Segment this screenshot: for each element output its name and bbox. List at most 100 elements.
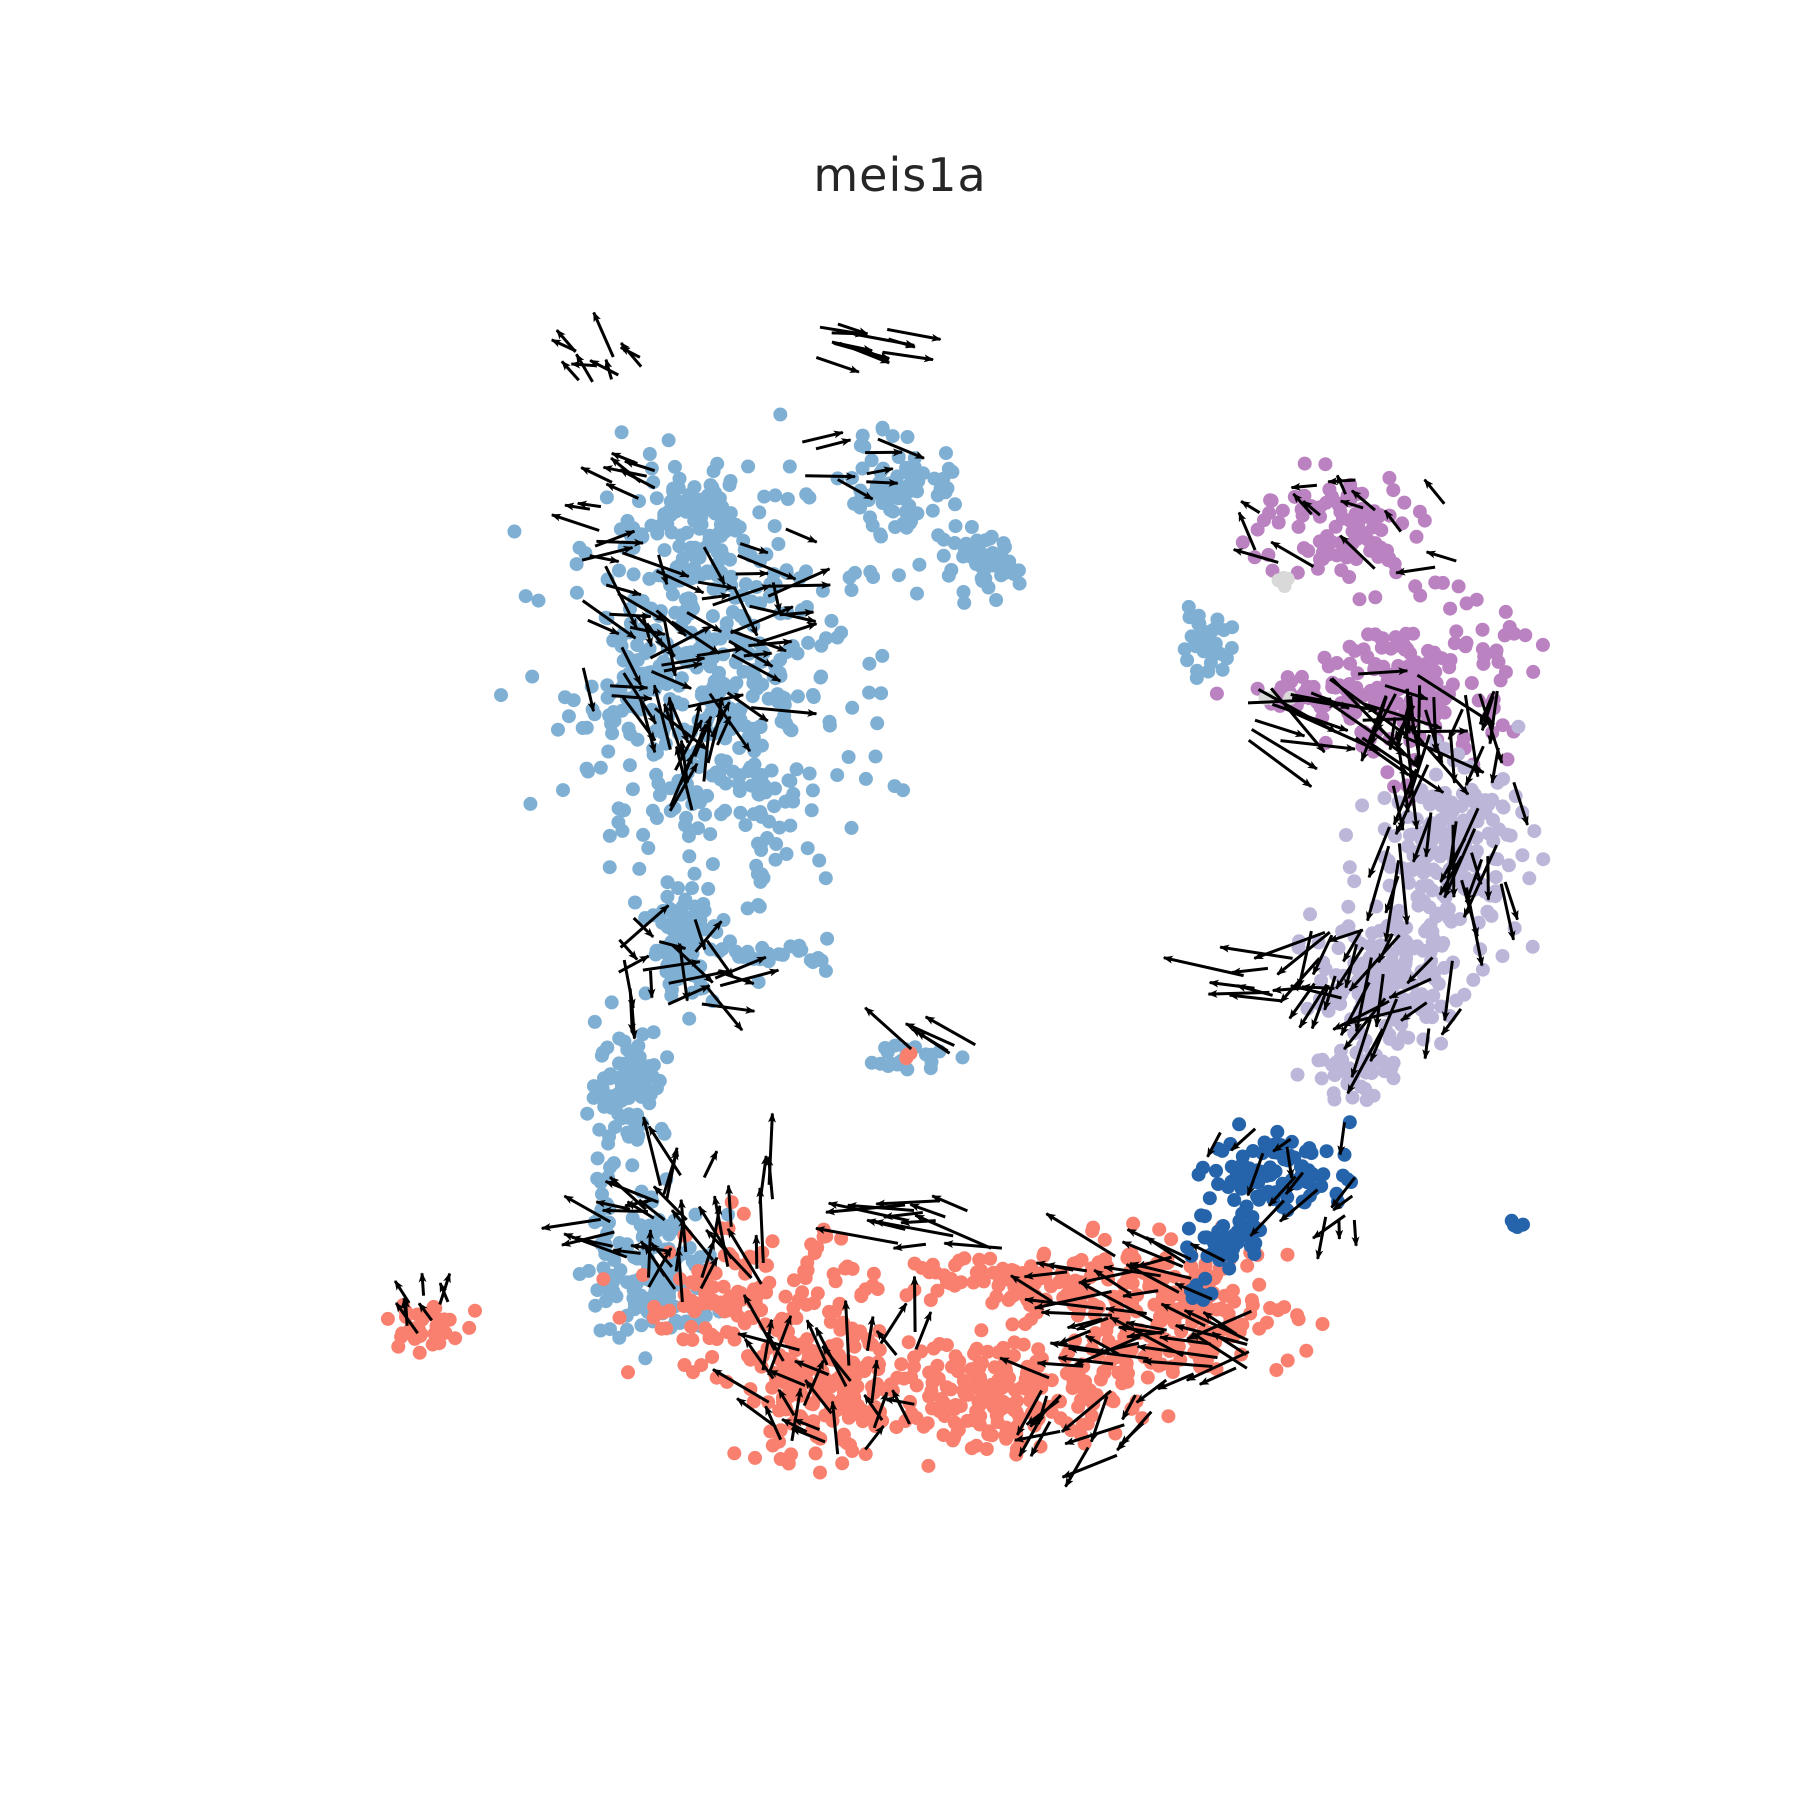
data-point (1435, 575, 1450, 590)
velocity-arrow (864, 1006, 913, 1051)
velocity-arrow (1339, 534, 1376, 570)
data-point (862, 685, 877, 700)
data-point (1372, 923, 1387, 938)
velocity-arrow (1191, 1331, 1248, 1370)
velocity-arrow (1075, 1316, 1109, 1331)
data-point (1407, 861, 1422, 876)
data-point (625, 1211, 640, 1226)
velocity-arrow (1080, 1281, 1153, 1323)
velocity-arrow (1272, 1137, 1292, 1153)
data-point (1431, 976, 1446, 991)
data-point (1353, 1079, 1368, 1094)
data-point (1425, 1010, 1440, 1025)
data-point (468, 1303, 482, 1318)
velocity-arrow (752, 1234, 761, 1269)
data-point (736, 1206, 751, 1221)
velocity-arrow (1158, 1334, 1211, 1346)
velocity-arrow (1348, 934, 1401, 992)
data-point (855, 428, 870, 443)
data-point (684, 544, 699, 559)
data-point (751, 836, 765, 851)
velocity-arrow (693, 715, 713, 758)
data-point (631, 1128, 646, 1143)
data-point (1423, 645, 1438, 660)
data-point (773, 407, 788, 422)
data-point (1124, 1246, 1139, 1261)
velocity-arrow (814, 1326, 848, 1388)
data-point (1221, 1306, 1236, 1321)
velocity-arrow (1145, 1235, 1186, 1265)
velocity-arrow (1464, 745, 1485, 787)
velocity-arrow (642, 959, 701, 972)
velocity-arrow (1089, 1395, 1109, 1443)
data-point (931, 528, 946, 543)
velocity-arrow (610, 456, 642, 484)
data-point (1235, 535, 1250, 550)
velocity-arrow (1403, 721, 1415, 783)
data-point (738, 577, 753, 592)
data-point (718, 524, 733, 539)
data-point (705, 1350, 720, 1364)
velocity-arrow (736, 1397, 777, 1428)
data-point (710, 545, 725, 560)
velocity-arrow (924, 1015, 977, 1047)
data-point (617, 1089, 631, 1104)
data-point (738, 818, 753, 833)
data-point (738, 719, 753, 734)
velocity-arrow (1503, 881, 1519, 921)
data-point (1374, 523, 1389, 538)
data-point (602, 828, 617, 843)
data-point (854, 1287, 869, 1302)
velocity-arrow (875, 1199, 941, 1208)
data-point (1449, 624, 1464, 639)
velocity-arrow (831, 340, 874, 353)
chart-title: meis1a (813, 148, 987, 202)
data-point (767, 519, 782, 534)
data-point (709, 765, 724, 780)
data-point (642, 1059, 657, 1074)
data-point (1284, 1134, 1299, 1149)
data-point (1408, 579, 1423, 594)
data-point (597, 1071, 611, 1086)
data-point (657, 543, 672, 558)
data-point (601, 744, 616, 759)
data-point (800, 1255, 815, 1270)
data-point (671, 881, 685, 896)
velocity-arrow (1292, 492, 1313, 516)
velocity-arrow (575, 353, 594, 383)
velocity-arrow (900, 1218, 936, 1227)
data-point (1467, 787, 1482, 802)
data-point (1201, 664, 1216, 679)
data-point (790, 689, 805, 704)
velocity-arrow (725, 1184, 734, 1227)
data-point (677, 499, 692, 514)
velocity-arrow (1449, 807, 1480, 871)
velocity-arrow (769, 581, 832, 590)
data-point (802, 490, 817, 505)
data-point (685, 881, 699, 896)
data-point (891, 568, 906, 583)
data-point (1400, 839, 1415, 854)
data-point (632, 1049, 647, 1064)
velocity-arrow (1105, 1305, 1147, 1315)
velocity-arrow (1350, 489, 1376, 512)
data-point (691, 821, 705, 836)
velocity-arrow (716, 715, 732, 746)
data-point (1536, 852, 1551, 867)
velocity-arrow (1397, 843, 1411, 926)
data-point (855, 461, 870, 476)
data-point (990, 1415, 1005, 1430)
data-point (1456, 730, 1471, 745)
velocity-arrow (646, 1229, 655, 1278)
velocity-arrow (836, 478, 874, 501)
data-point (590, 1283, 605, 1298)
velocity-arrow (879, 1302, 908, 1345)
data-point (1147, 1297, 1162, 1312)
data-point (1374, 640, 1389, 655)
data-point (1352, 592, 1367, 607)
data-point (625, 782, 640, 797)
data-point (786, 1301, 801, 1315)
data-point (1321, 659, 1336, 674)
velocity-arrow (604, 565, 638, 629)
